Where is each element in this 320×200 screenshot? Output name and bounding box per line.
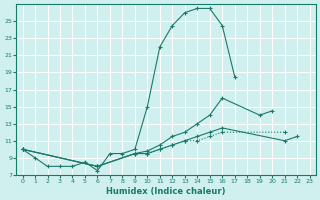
X-axis label: Humidex (Indice chaleur): Humidex (Indice chaleur): [106, 187, 226, 196]
